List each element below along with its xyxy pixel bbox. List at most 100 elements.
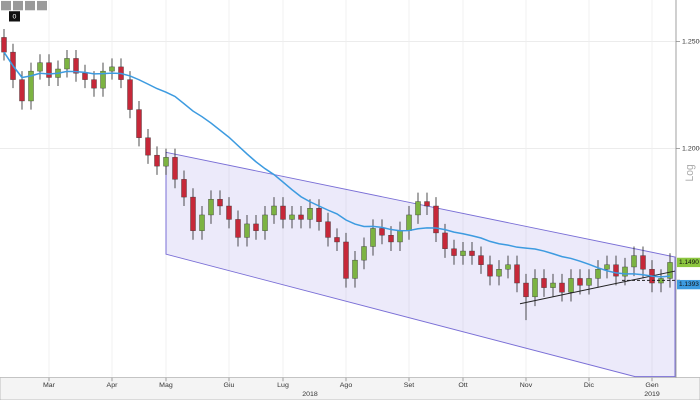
x-tick-label: Lug: [277, 382, 289, 389]
candle-body: [397, 230, 403, 243]
candle-body: [343, 241, 349, 279]
candle-body: [289, 214, 295, 220]
candle-body: [190, 196, 196, 231]
candle-body: [127, 79, 133, 110]
candle-body: [37, 62, 43, 72]
last-price-box: [677, 279, 700, 290]
candle-body: [64, 58, 70, 70]
x-tick-label: Dic: [584, 382, 595, 389]
candle-body: [352, 259, 358, 279]
candle-body: [487, 264, 493, 277]
x-tick-label: Giu: [224, 382, 235, 389]
scale-label: Log: [684, 164, 696, 181]
candle-body: [370, 228, 376, 247]
y-tick-label: 1.2500: [682, 38, 700, 45]
candle-body: [280, 205, 286, 220]
candle-body: [424, 201, 430, 207]
x-tick-label: Gen: [645, 382, 658, 389]
candle-body: [316, 208, 322, 222]
candle-body: [262, 214, 268, 231]
candle-body: [559, 282, 565, 293]
candle-body: [226, 205, 232, 220]
year-label: 2019: [644, 391, 660, 398]
candle-body: [532, 278, 538, 298]
candle-body: [136, 109, 142, 138]
candle-body: [568, 278, 574, 293]
candle-body: [433, 205, 439, 234]
candle-body: [271, 205, 277, 216]
candle-body: [19, 79, 25, 102]
candle-body: [595, 269, 601, 279]
candle-body: [235, 219, 241, 238]
candle-body: [478, 255, 484, 265]
candle-body: [163, 157, 169, 167]
candle-body: [514, 264, 520, 284]
candle-body: [640, 255, 646, 270]
candle-body: [46, 62, 52, 78]
candle-body: [298, 214, 304, 220]
candle-body: [415, 201, 421, 216]
candle-body: [604, 264, 610, 270]
candle-body: [325, 221, 331, 238]
candle-body: [550, 282, 556, 288]
candle-body: [1, 37, 7, 53]
toolbar-button[interactable]: [25, 0, 35, 11]
candle-body: [100, 70, 106, 89]
candle-body: [82, 73, 88, 80]
candle-body: [460, 250, 466, 256]
candle-body: [379, 228, 385, 236]
x-axis-band: [0, 377, 700, 400]
candle-body: [154, 154, 160, 167]
x-tick-label: Set: [404, 382, 415, 389]
candle-body: [145, 137, 151, 156]
candle-body: [361, 246, 367, 261]
candle-body: [307, 208, 313, 220]
candle-body: [505, 264, 511, 270]
candle-body: [73, 58, 79, 74]
last-price-label: 1.1490: [679, 259, 699, 266]
candle-body: [181, 179, 187, 198]
badge-box: [9, 11, 20, 22]
candle-body: [28, 70, 34, 102]
candle-body: [253, 223, 259, 231]
x-tick-label: Ott: [458, 382, 467, 389]
x-tick-label: Ago: [340, 382, 353, 389]
candle-body: [208, 199, 214, 216]
last-price-box: [677, 257, 700, 268]
candle-body: [109, 66, 115, 72]
x-tick-label: Apr: [107, 382, 119, 389]
candle-body: [91, 79, 97, 89]
toolbar-button[interactable]: [1, 0, 11, 11]
candle-body: [496, 269, 502, 277]
overlay: [3, 51, 671, 278]
candle-body: [631, 255, 637, 268]
candle-body: [667, 262, 673, 279]
last-price-label: 1.1393: [679, 281, 699, 288]
candle-body: [172, 157, 178, 180]
toolbar-button[interactable]: [13, 0, 23, 11]
channel: [165, 151, 676, 378]
candle-body: [622, 266, 628, 277]
y-tick-label: 1.2000: [682, 145, 700, 152]
candle-body: [388, 234, 394, 243]
candle-body: [577, 278, 583, 286]
candle-body: [217, 199, 223, 207]
candle-body: [586, 278, 592, 286]
candle-body: [469, 250, 475, 256]
moving-average: [3, 51, 671, 278]
toolbar-button[interactable]: [37, 0, 47, 11]
candle-body: [334, 237, 340, 243]
trend-line: [519, 270, 676, 305]
candle-body: [451, 248, 457, 256]
candle-body: [406, 214, 412, 231]
candle-body: [199, 214, 205, 231]
x-tick-label: Mar: [43, 382, 56, 389]
toolbar: 0: [1, 0, 47, 22]
x-tick-label: Mag: [159, 382, 173, 389]
year-label: 2018: [302, 391, 318, 398]
candle-body: [613, 264, 619, 277]
candle-body: [442, 232, 448, 249]
